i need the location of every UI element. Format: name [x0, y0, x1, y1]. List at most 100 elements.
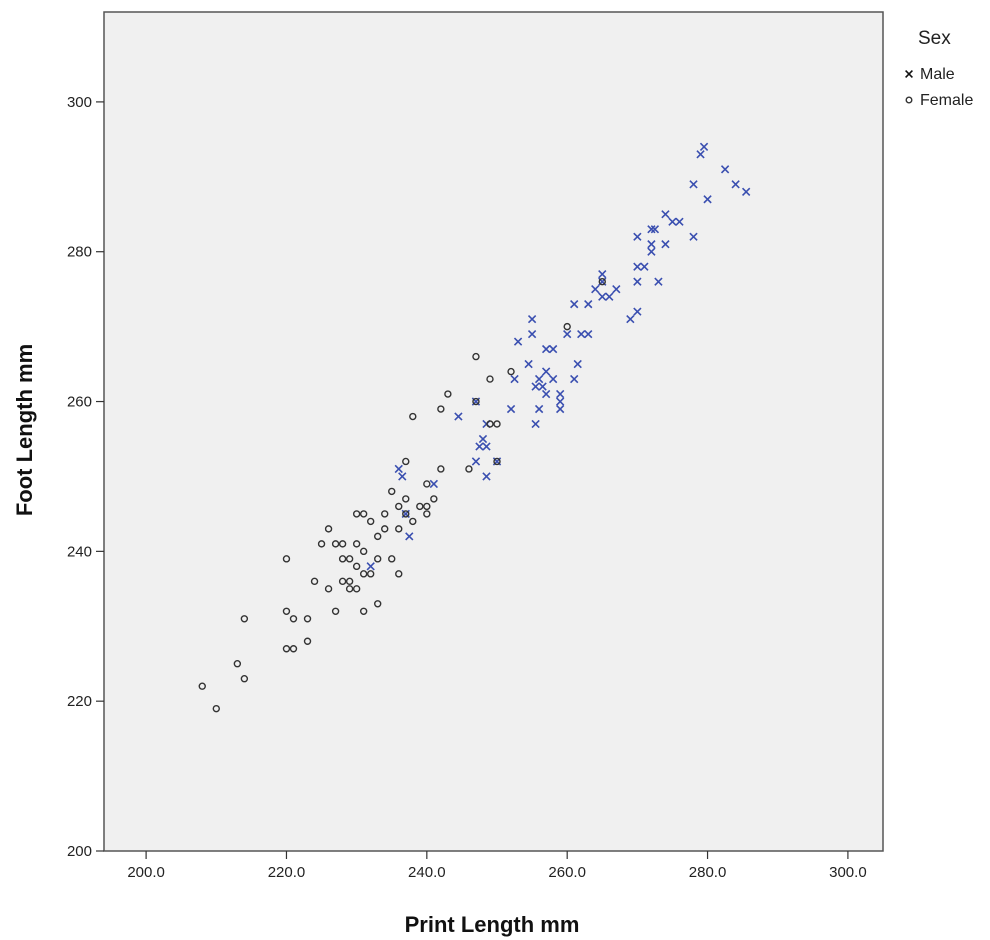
female-data-point	[338, 577, 347, 586]
female-data-point	[374, 555, 382, 563]
marker-stroke	[570, 299, 579, 309]
female-data-point	[282, 607, 291, 615]
male-data-point	[598, 292, 607, 301]
male-data-point	[699, 142, 709, 152]
male-data-point	[556, 389, 565, 399]
marker-stroke	[675, 217, 684, 226]
marker-stroke	[366, 562, 375, 571]
male-data-point	[640, 262, 649, 271]
marker-stroke	[541, 367, 551, 376]
female-data-point	[563, 322, 571, 331]
plot-area	[103, 11, 884, 852]
female-data-point	[289, 615, 298, 623]
marker-stroke	[741, 187, 751, 196]
male-data-point	[661, 210, 670, 219]
legend-label-male: Male	[920, 66, 955, 83]
marker-stroke	[720, 165, 730, 174]
male-data-point	[478, 434, 488, 444]
female-data-point	[359, 547, 368, 556]
y-tick-label: 200	[67, 843, 92, 860]
marker-stroke	[541, 344, 551, 354]
y-tick-label: 260	[67, 394, 92, 411]
female-data-point	[317, 540, 326, 548]
female-data-point	[598, 277, 606, 286]
marker-stroke	[696, 150, 705, 159]
male-data-point	[650, 225, 660, 234]
marker-stroke	[689, 232, 698, 241]
male-data-point	[675, 217, 684, 226]
male-data-point	[531, 419, 540, 429]
female-data-point	[359, 570, 368, 578]
female-data-point	[324, 525, 333, 533]
female-data-point	[366, 517, 375, 526]
male-data-point	[475, 442, 484, 451]
marker-stroke	[633, 277, 642, 286]
marker-stroke	[538, 382, 547, 391]
marker-stroke	[398, 472, 407, 481]
female-data-point	[402, 457, 410, 466]
marker-stroke	[475, 442, 484, 451]
male-data-point	[731, 180, 740, 189]
female-data-point	[409, 517, 417, 526]
female-data-point	[331, 607, 340, 615]
marker-stroke	[661, 240, 670, 249]
male-data-point	[668, 217, 677, 226]
male-data-point	[720, 165, 730, 174]
marker-stroke	[633, 307, 642, 316]
marker-stroke	[405, 532, 414, 541]
male-data-point	[741, 187, 751, 196]
marker-stroke	[573, 359, 582, 369]
female-data-point	[282, 645, 291, 653]
female-data-point	[345, 585, 354, 593]
female-data-point	[465, 465, 473, 473]
marker-stroke	[556, 389, 565, 399]
female-data-point	[352, 510, 361, 518]
female-data-point	[402, 495, 410, 503]
male-data-point	[471, 457, 481, 466]
marker-stroke	[699, 142, 709, 152]
female-data-point	[395, 502, 403, 511]
male-data-point	[506, 404, 516, 414]
male-data-point	[534, 374, 544, 384]
male-data-point	[577, 329, 586, 339]
y-axis: 200 220 240 260 280 300	[67, 94, 104, 860]
female-data-point	[493, 420, 501, 428]
male-data-point	[510, 374, 519, 384]
male-data-point	[556, 397, 565, 406]
marker-stroke	[612, 285, 621, 294]
male-data-point	[626, 314, 635, 324]
female-data-point	[416, 502, 424, 511]
marker-stroke	[577, 329, 586, 339]
marker-stroke	[598, 270, 607, 279]
y-tick-label: 280	[67, 244, 92, 261]
male-data-point	[647, 247, 656, 256]
female-data-point	[430, 495, 438, 503]
marker-stroke	[633, 232, 642, 241]
marker-stroke	[584, 299, 593, 309]
male-data-point	[633, 262, 642, 271]
female-data-point	[352, 585, 361, 593]
marker-stroke	[548, 344, 558, 354]
male-data-point	[482, 472, 491, 481]
male-data-point	[527, 329, 537, 339]
female-data-point	[374, 600, 382, 608]
female-data-point	[303, 637, 312, 645]
female-data-point	[240, 615, 249, 623]
male-data-point	[538, 382, 547, 391]
male-data-point	[429, 479, 439, 489]
marker-stroke	[531, 382, 540, 391]
female-data-point	[423, 510, 431, 518]
female-data-point	[507, 367, 515, 376]
marker-stroke	[527, 329, 537, 339]
male-data-point	[647, 225, 656, 234]
male-data-point	[482, 442, 491, 451]
marker-stroke	[531, 419, 540, 429]
marker-stroke	[598, 292, 607, 301]
marker-stroke	[513, 337, 523, 346]
x-tick-label: 260.0	[548, 864, 586, 881]
x-tick-label: 200.0	[127, 864, 165, 881]
male-data-point	[527, 314, 537, 324]
female-data-point	[423, 480, 431, 488]
male-data-point	[584, 299, 593, 309]
